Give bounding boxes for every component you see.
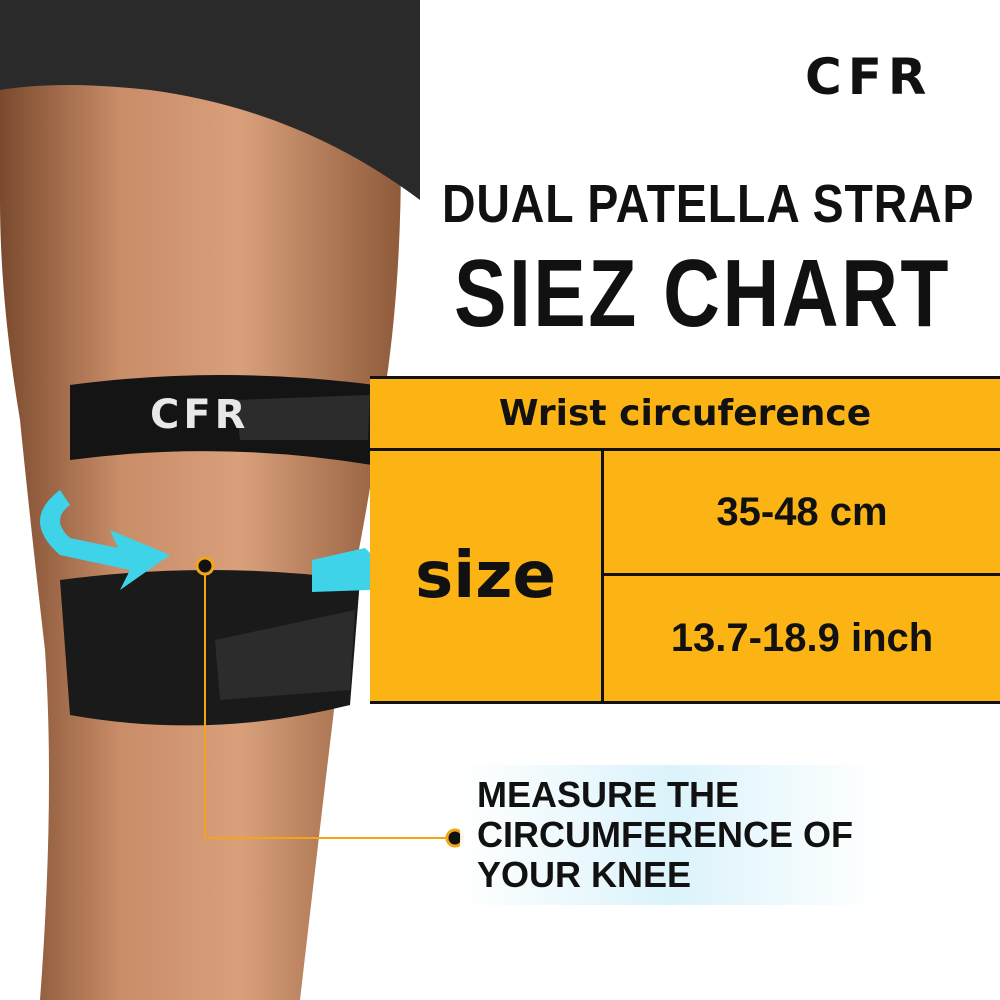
instruction-line: CIRCUMFERENCE OF [477, 814, 853, 855]
size-value-inch: 13.7-18.9 inch [670, 616, 934, 660]
leg [0, 60, 401, 1000]
measure-point-icon [195, 556, 215, 576]
shorts [0, 0, 420, 200]
callout-background [460, 765, 880, 905]
strap-logo: CFR [150, 392, 249, 438]
title-line1: DUAL PATELLA STRAP [442, 174, 975, 234]
table-header: Wrist circuference [370, 379, 1000, 451]
brand-logo: CFR [805, 48, 933, 106]
size-table: Wrist circuference size 35-48 cm 13.7-18… [370, 376, 1000, 704]
upper-strap [70, 375, 375, 465]
instruction-line: YOUR KNEE [477, 854, 692, 895]
instruction-line: MEASURE THE [477, 774, 740, 815]
callout-line [204, 566, 455, 839]
rotation-arrow-icon [40, 490, 170, 590]
title-line2: SIEZ CHART [454, 240, 951, 347]
size-value-cm: 35-48 cm [604, 451, 1000, 576]
upper-strap-tab [235, 395, 370, 440]
rotation-arrow-tail-icon [312, 548, 377, 592]
measure-instruction: MEASURE THE CIRCUMFERENCE OF YOUR KNEE [477, 775, 957, 895]
size-label: size [370, 451, 604, 701]
lower-strap-tab [215, 610, 355, 700]
